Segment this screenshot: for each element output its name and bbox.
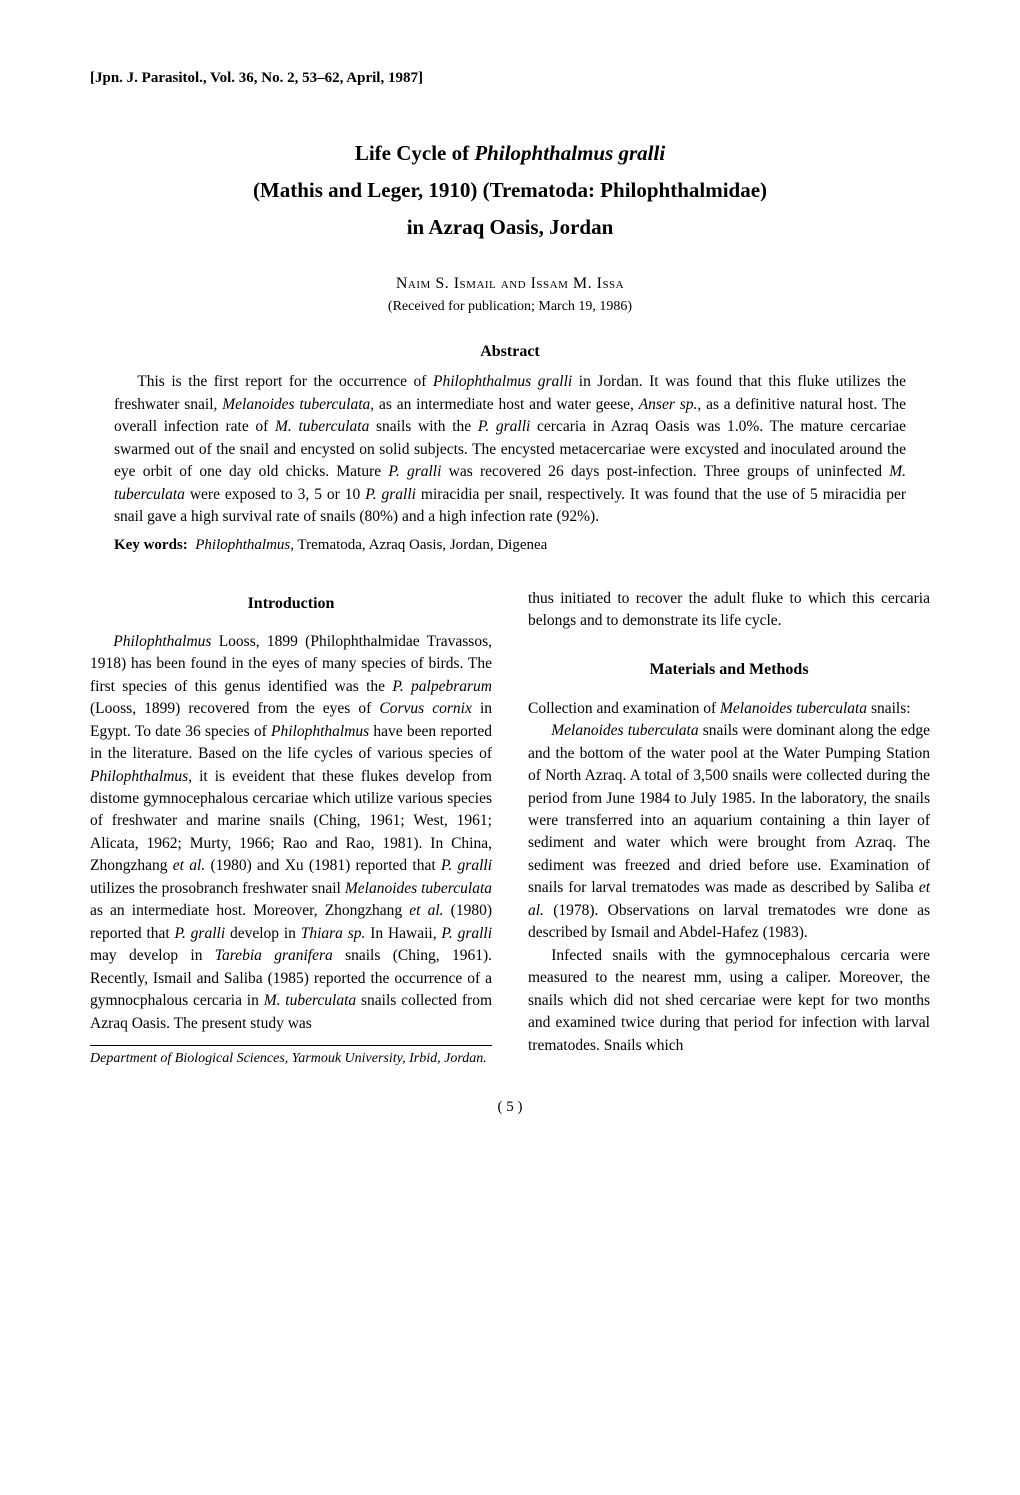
keywords: Key words: Philophthalmus, Trematoda, Az… [114, 537, 906, 554]
title-block: Life Cycle of Philophthalmus gralli (Mat… [90, 135, 930, 245]
title-line-3: in Azraq Oasis, Jordan [90, 209, 930, 246]
received-line: (Received for publication; March 19, 198… [90, 299, 930, 315]
keywords-label: Key words: [114, 537, 188, 553]
mm-subheading-1: Collection and examination of Melanoides… [528, 698, 930, 720]
introduction-heading: Introduction [90, 592, 492, 615]
abstract-body: This is the first report for the occurre… [114, 371, 906, 528]
right-column: thus initiated to recover the adult fluk… [528, 588, 930, 1070]
affiliation-footnote: Department of Biological Sciences, Yarmo… [90, 1050, 492, 1069]
authors: Naim S. Ismail and Issam M. Issa [90, 275, 930, 293]
title-line-1-pre: Life Cycle of [355, 141, 475, 165]
journal-citation: [Jpn. J. Parasitol., Vol. 36, No. 2, 53–… [90, 70, 930, 87]
introduction-paragraph: Philophthalmus Looss, 1899 (Philophthalm… [90, 631, 492, 1035]
left-column: Introduction Philophthalmus Looss, 1899 … [90, 588, 492, 1070]
mm-paragraph-2: Infected snails with the gymnocephalous … [528, 945, 930, 1057]
title-line-2: (Mathis and Leger, 1910) (Trematoda: Phi… [90, 172, 930, 209]
intro-continuation: thus initiated to recover the adult fluk… [528, 588, 930, 633]
body-columns: Introduction Philophthalmus Looss, 1899 … [90, 588, 930, 1070]
page-number: ( 5 ) [90, 1099, 930, 1116]
authors-names: Naim S. Ismail and Issam M. Issa [396, 275, 624, 292]
mm-paragraph-1: Melanoides tuberculata snails were domin… [528, 720, 930, 945]
materials-methods-heading: Materials and Methods [528, 658, 930, 681]
title-line-1: Life Cycle of Philophthalmus gralli [90, 135, 930, 172]
footnote-rule [90, 1045, 492, 1046]
abstract-heading: Abstract [90, 343, 930, 361]
title-line-1-ital: Philophthalmus gralli [474, 141, 665, 165]
keywords-value: Philophthalmus, Trematoda, Azraq Oasis, … [192, 537, 548, 553]
